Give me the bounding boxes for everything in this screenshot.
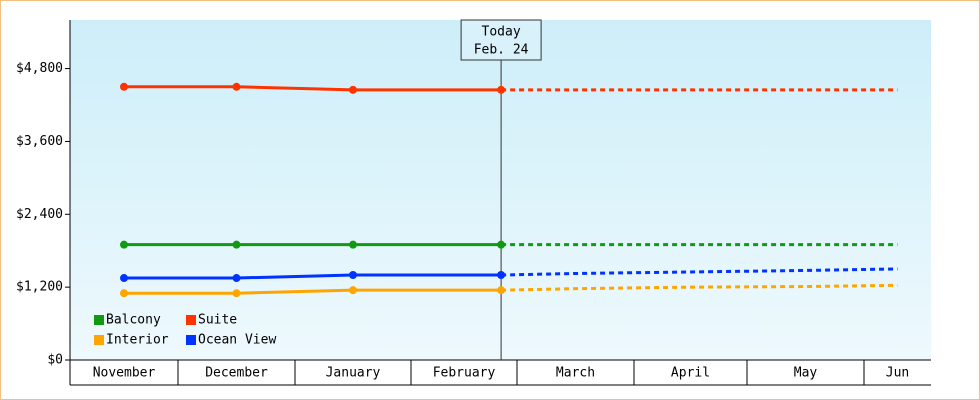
- x-tick-label: November: [93, 366, 156, 381]
- point: [232, 289, 241, 298]
- point: [497, 286, 506, 295]
- x-tick-label: January: [326, 366, 381, 381]
- x-tick-label: February: [433, 366, 496, 381]
- today-box: [460, 19, 542, 61]
- point: [232, 240, 241, 249]
- x-tick-label: December: [205, 366, 268, 381]
- point: [120, 82, 128, 91]
- point: [497, 85, 506, 94]
- point: [497, 240, 506, 249]
- legend-swatch: [186, 335, 196, 345]
- point: [349, 85, 357, 94]
- forecast-line: [501, 283, 898, 292]
- x-tick-label: March: [556, 366, 595, 381]
- legend-swatch: [94, 315, 104, 325]
- today-label: Today: [482, 25, 521, 40]
- legend-swatch: [94, 335, 104, 345]
- legend-label: Suite: [198, 313, 237, 328]
- point: [232, 82, 241, 91]
- point: [349, 240, 357, 249]
- point: [120, 289, 128, 298]
- y-tick-label: $1,200: [16, 280, 63, 295]
- y-tick-label: $4,800: [16, 61, 63, 76]
- series-line: [124, 85, 502, 92]
- legend-label: Ocean View: [198, 333, 276, 348]
- x-tick-label: April: [671, 366, 710, 381]
- x-tick-label: Jun: [886, 366, 909, 381]
- legend-swatch: [186, 315, 196, 325]
- legend-label: Interior: [106, 333, 169, 348]
- point: [120, 274, 128, 283]
- series-line: [124, 288, 502, 295]
- point: [497, 271, 506, 279]
- today-label: Feb. 24: [474, 43, 529, 58]
- forecast-line: [501, 267, 898, 277]
- x-tick-label: May: [794, 366, 818, 381]
- series-line: [124, 273, 502, 280]
- y-tick-label: $2,400: [16, 207, 63, 222]
- plot-area: [70, 20, 931, 360]
- point: [349, 271, 357, 279]
- point: [349, 286, 357, 295]
- point: [232, 274, 241, 283]
- y-tick-label: $0: [47, 353, 63, 368]
- point: [120, 240, 128, 249]
- y-tick-label: $3,600: [16, 134, 63, 149]
- legend-label: Balcony: [106, 313, 161, 328]
